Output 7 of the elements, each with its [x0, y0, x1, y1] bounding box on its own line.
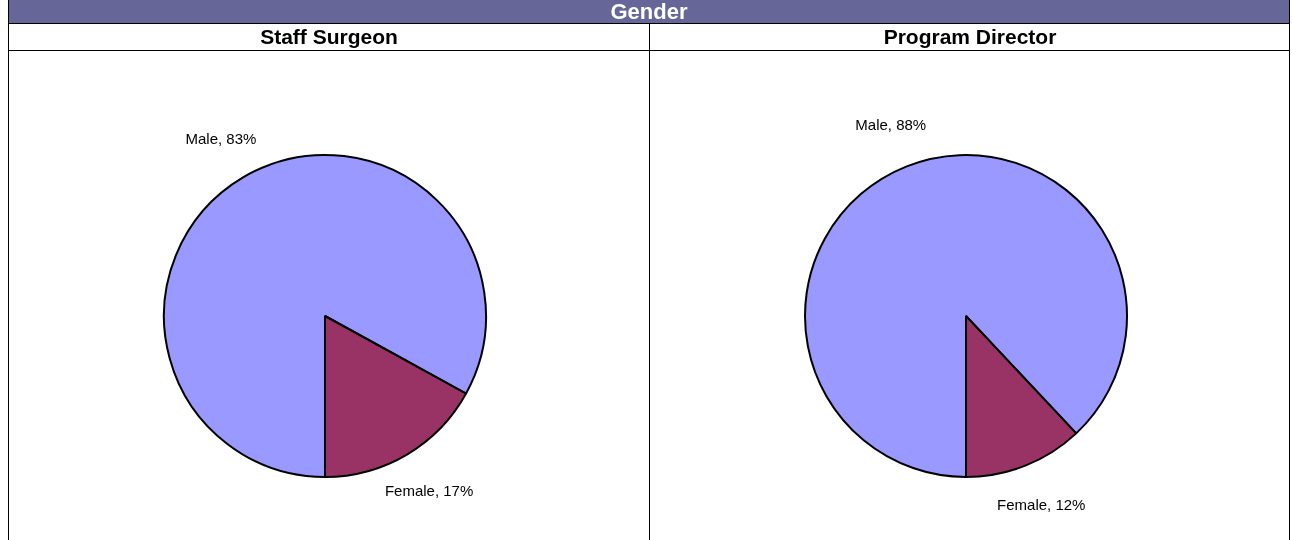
slice-label: Male, 83% — [185, 130, 257, 148]
text: Gender — [9, 0, 1289, 24]
slice-label: Female, 12% — [997, 496, 1086, 514]
slice-label: Male, 88% — [855, 116, 927, 134]
chart-subtitle: Program Director — [650, 24, 1290, 51]
chart-subtitle: Staff Surgeon — [9, 24, 649, 51]
slice-label: Female, 17% — [384, 482, 474, 500]
